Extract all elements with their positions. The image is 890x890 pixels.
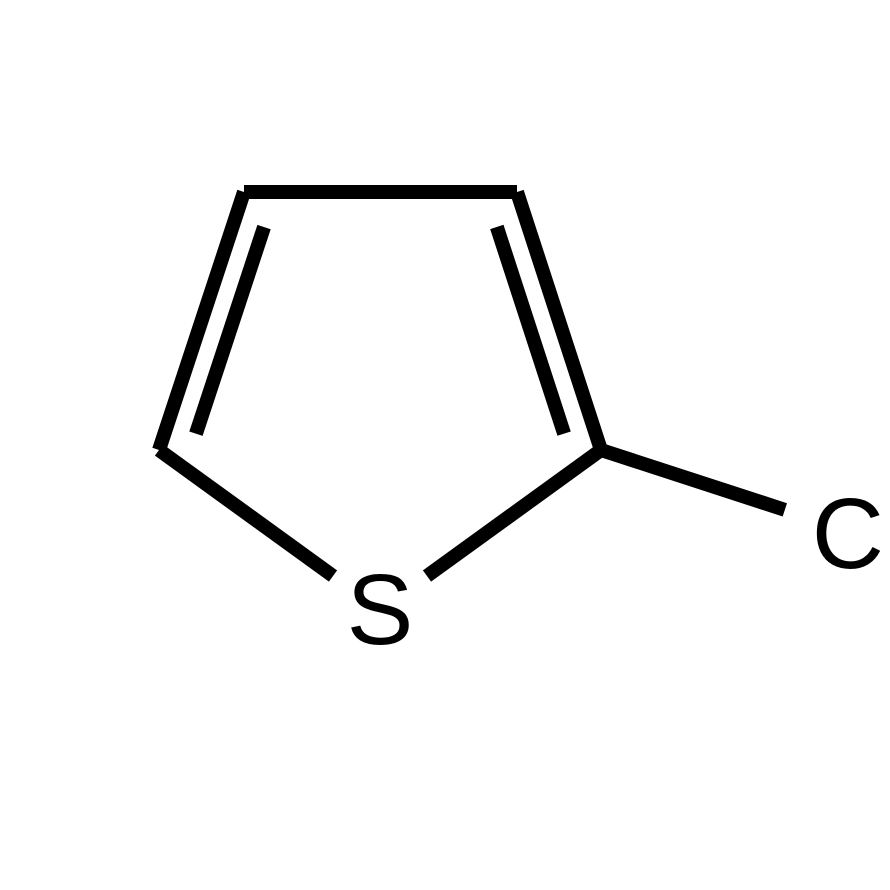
atom-label-cl: Cl <box>812 478 890 590</box>
bond <box>196 227 264 434</box>
atom-label-s: S <box>347 554 414 666</box>
molecule-diagram: S Cl <box>0 0 890 890</box>
bond <box>497 227 564 434</box>
bonds-group <box>159 192 785 576</box>
bond <box>427 450 601 576</box>
bond <box>601 450 785 510</box>
bond <box>159 450 333 576</box>
